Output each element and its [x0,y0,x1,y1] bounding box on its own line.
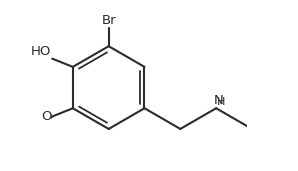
Text: Br: Br [101,14,116,27]
Text: HO: HO [31,45,51,58]
Text: H: H [217,97,226,107]
Text: N: N [214,94,224,107]
Text: O: O [41,110,52,123]
